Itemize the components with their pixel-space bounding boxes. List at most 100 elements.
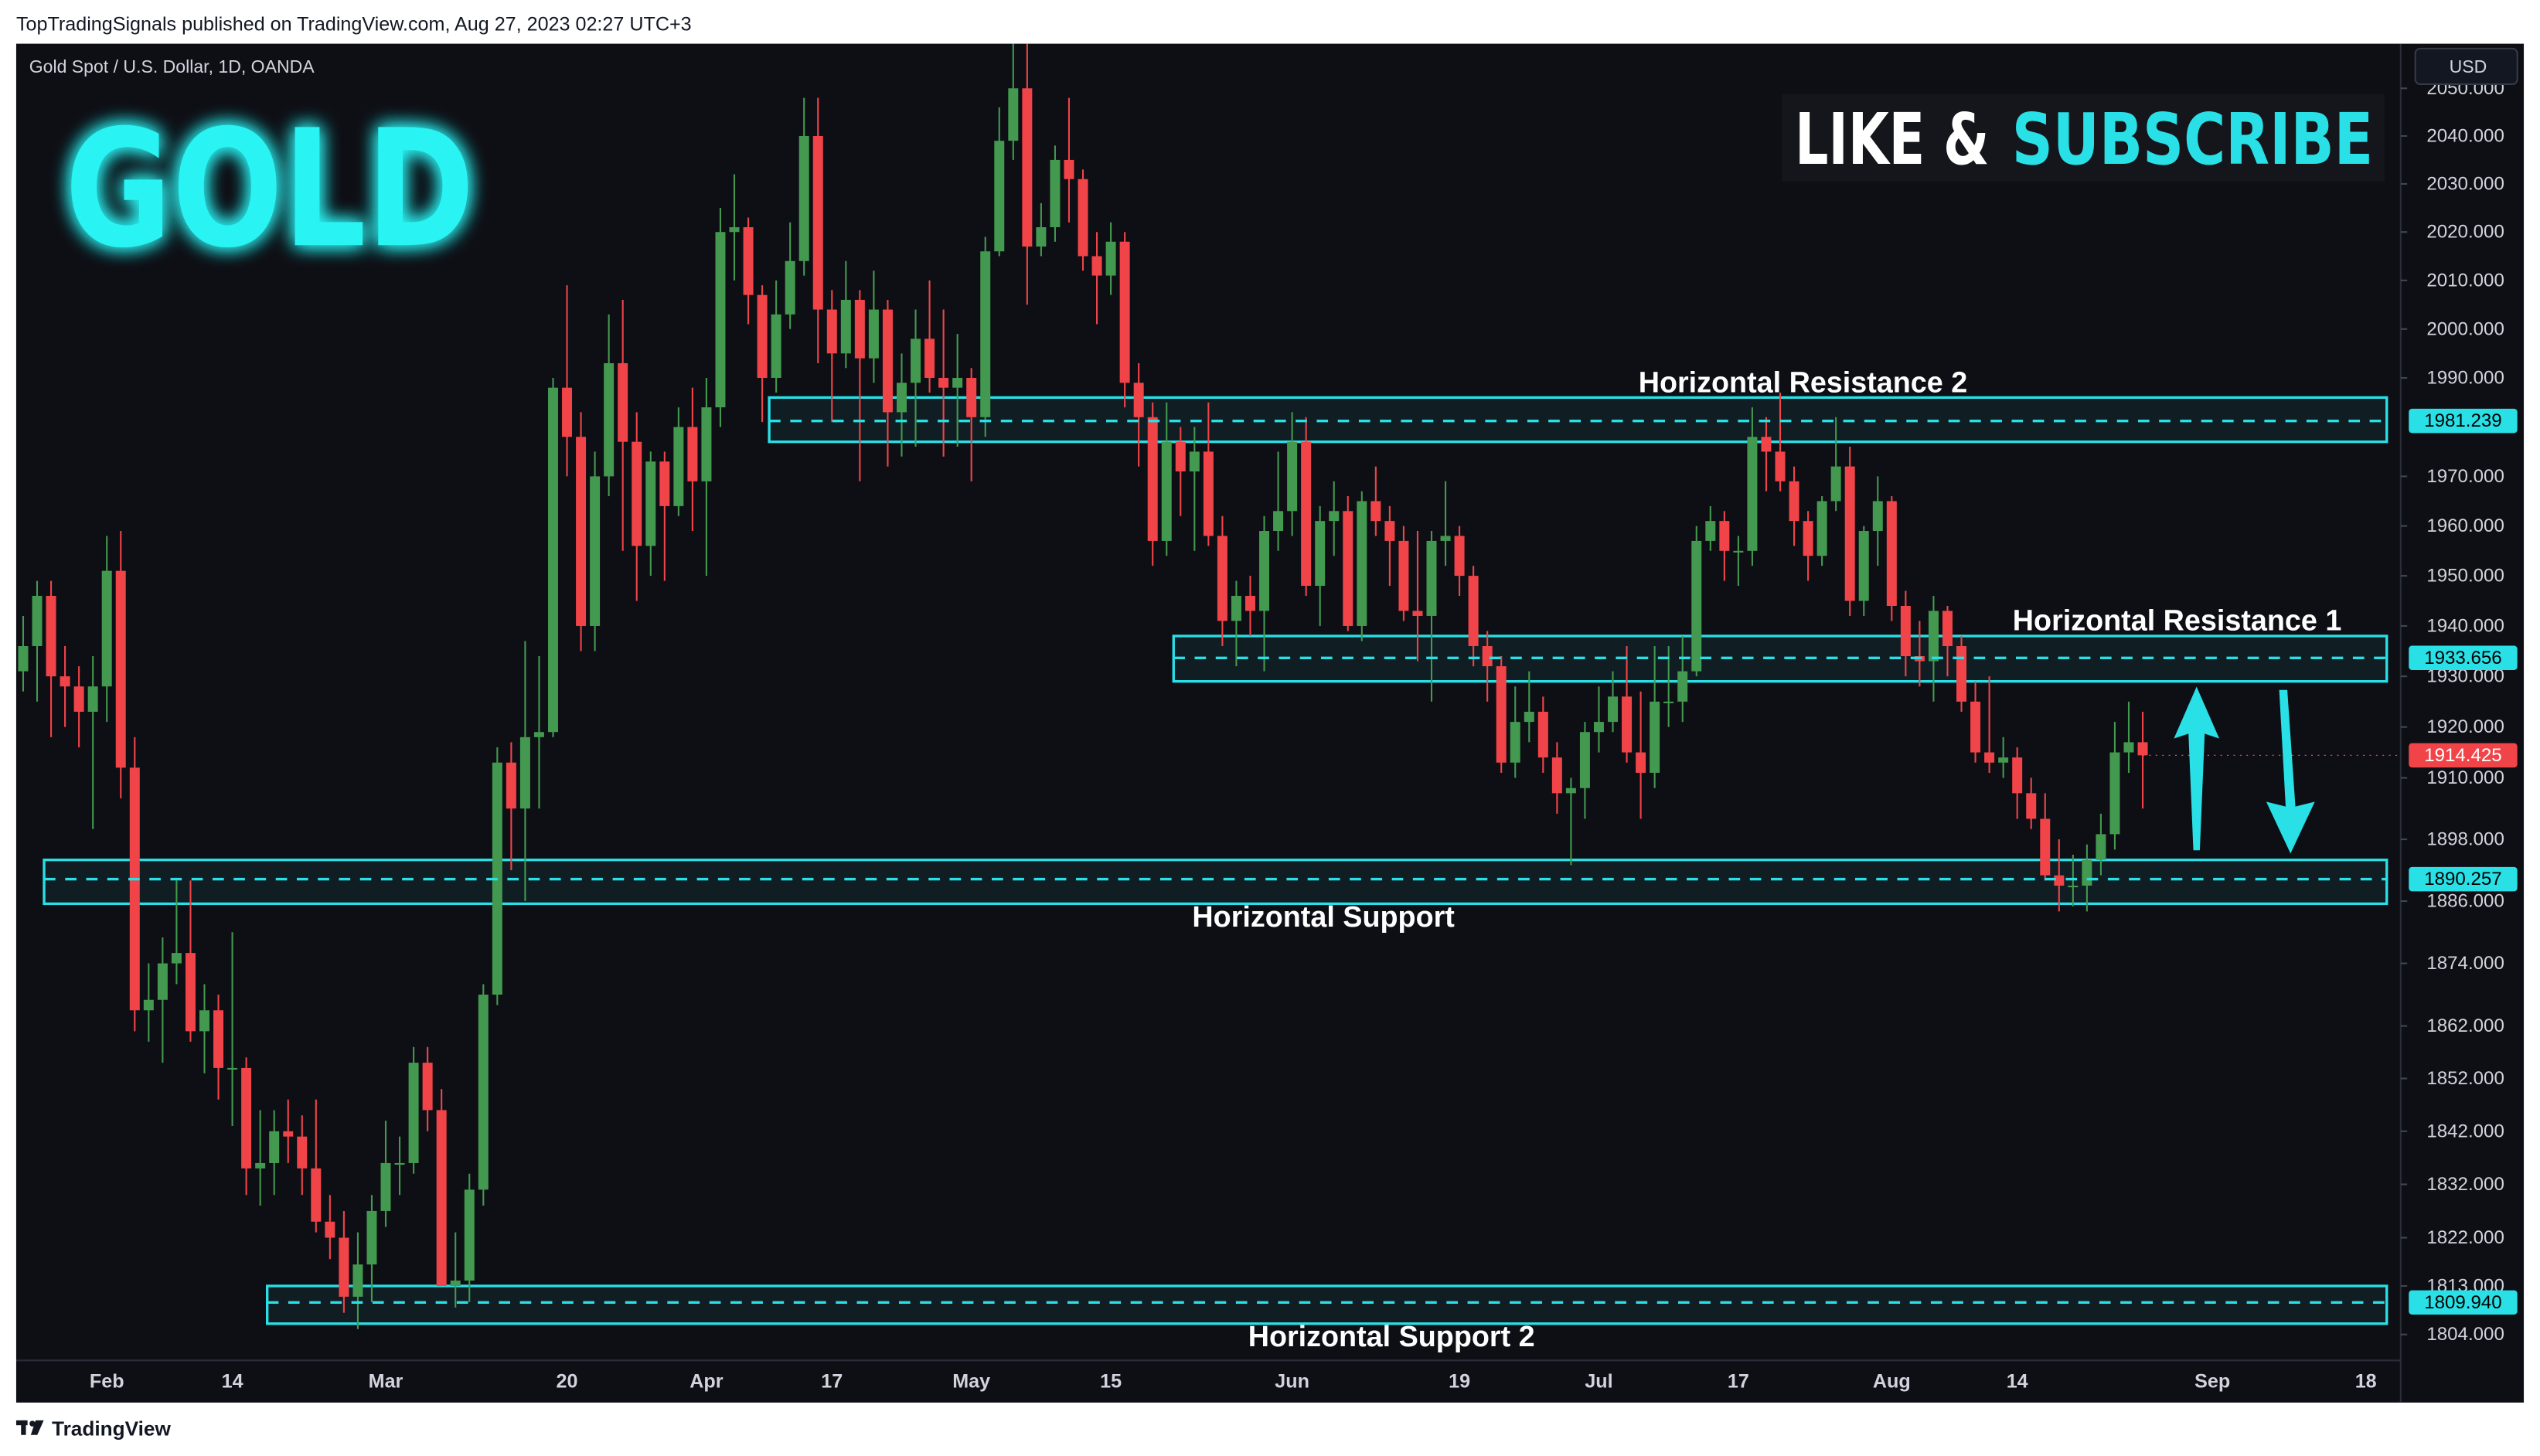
y-tick-label: 1832.000: [2426, 1174, 2504, 1195]
candle-body: [980, 251, 991, 417]
candle-body: [1747, 437, 1758, 551]
y-tick-label: 2020.000: [2426, 222, 2504, 243]
candle-body: [1175, 441, 1186, 471]
level-zone: [1172, 634, 2388, 683]
brand-logo: [15, 1420, 44, 1435]
y-tick-label: 1898.000: [2426, 829, 2504, 850]
x-tick-label: Apr: [689, 1371, 723, 1393]
candle-body: [394, 1162, 405, 1165]
candle-body: [1719, 521, 1730, 551]
candle-body: [436, 1110, 447, 1286]
candle-body: [1008, 88, 1019, 141]
candle-body: [87, 686, 98, 712]
candle-body: [129, 767, 140, 1011]
chart-panel: [15, 43, 2525, 1403]
x-tick-label: Aug: [1873, 1371, 1911, 1393]
candle-body: [533, 732, 544, 737]
candle-body: [1315, 521, 1326, 587]
candle-body: [1203, 451, 1214, 536]
candle-body: [604, 362, 615, 477]
candle-body: [1329, 511, 1340, 522]
candle-body: [1886, 501, 1897, 606]
candle-body: [1147, 417, 1158, 541]
x-tick-label: Feb: [90, 1371, 124, 1393]
candle-body: [785, 260, 795, 315]
candle-body: [1803, 521, 1813, 556]
candle-body: [882, 309, 893, 413]
x-tick-label: 19: [1449, 1371, 1470, 1393]
candle-body: [729, 227, 740, 233]
level-zone: [43, 858, 2388, 906]
currency-label[interactable]: USD: [2450, 56, 2487, 77]
logo-part: [29, 1420, 36, 1427]
candle-body: [938, 377, 949, 388]
candle-body: [1384, 521, 1395, 541]
candle-body: [1775, 451, 1786, 481]
candle-body: [1622, 696, 1633, 753]
like-text: LIKE &: [1795, 97, 1989, 181]
candle-body: [1650, 701, 1660, 773]
candle-body: [1426, 540, 1437, 616]
level-name: Horizontal Resistance 2: [1639, 366, 1968, 399]
y-tick-label: 2000.000: [2426, 318, 2504, 339]
candle-body: [1900, 605, 1911, 657]
candle-body: [1370, 501, 1381, 522]
candle-body: [1259, 531, 1270, 611]
candle-body: [826, 309, 837, 354]
candle-body: [2040, 818, 2051, 876]
candle-body: [1636, 752, 1646, 773]
candle-body: [2054, 875, 2065, 886]
candle-body: [1468, 576, 1479, 646]
candle-body: [1357, 501, 1367, 626]
symbol-info: Gold Spot / U.S. Dollar, 1D, OANDA: [29, 56, 315, 77]
candle-body: [241, 1067, 252, 1169]
candle-body: [1454, 536, 1465, 577]
candle-body: [1663, 701, 1674, 703]
candle-body: [171, 953, 182, 964]
candle-body: [715, 232, 726, 408]
candle-body: [868, 309, 879, 359]
candle-body: [408, 1063, 419, 1163]
candle-body: [1872, 501, 1883, 532]
y-tick-label: 1862.000: [2426, 1015, 2504, 1036]
candle-body: [283, 1131, 294, 1137]
candle-body: [506, 762, 516, 809]
candle-body: [1244, 596, 1255, 611]
candle-body: [798, 135, 809, 261]
x-tick-label: Sep: [2194, 1371, 2230, 1393]
candle-body: [46, 596, 56, 677]
logo-part: [30, 1420, 44, 1435]
candle-body: [2109, 752, 2120, 835]
candle-body: [32, 596, 43, 646]
candle-body: [157, 963, 168, 1000]
candle-body: [2026, 793, 2037, 819]
candle-body: [659, 461, 670, 506]
candle-body: [1105, 241, 1116, 276]
last-price-label: 1914.425: [2424, 745, 2502, 766]
candle-body: [1217, 536, 1227, 621]
candle-body: [519, 737, 530, 809]
candle-body: [1565, 788, 1576, 794]
candle-body: [632, 441, 642, 546]
candle-body: [1482, 645, 1493, 667]
candle-body: [325, 1221, 335, 1238]
currency-box[interactable]: [2414, 47, 2518, 86]
plot-area: [18, 43, 2401, 1329]
candle-body: [1970, 701, 1981, 753]
candle-body: [645, 461, 656, 546]
candle-body: [1705, 521, 1716, 541]
candle-body: [673, 427, 684, 506]
candle-body: [1816, 501, 1827, 556]
candle-body: [1942, 611, 1953, 646]
candle-body: [1287, 441, 1298, 512]
y-tick-label: 1940.000: [2426, 615, 2504, 636]
candle-body: [1691, 540, 1702, 672]
candle-body: [1677, 671, 1688, 702]
candle-body: [771, 314, 781, 378]
candle-body: [101, 570, 112, 687]
candle-body: [1830, 466, 1841, 502]
candle-body: [896, 383, 907, 413]
candle-body: [18, 645, 29, 672]
candle-body: [60, 676, 70, 687]
y-tick-label: 2010.000: [2426, 270, 2504, 291]
